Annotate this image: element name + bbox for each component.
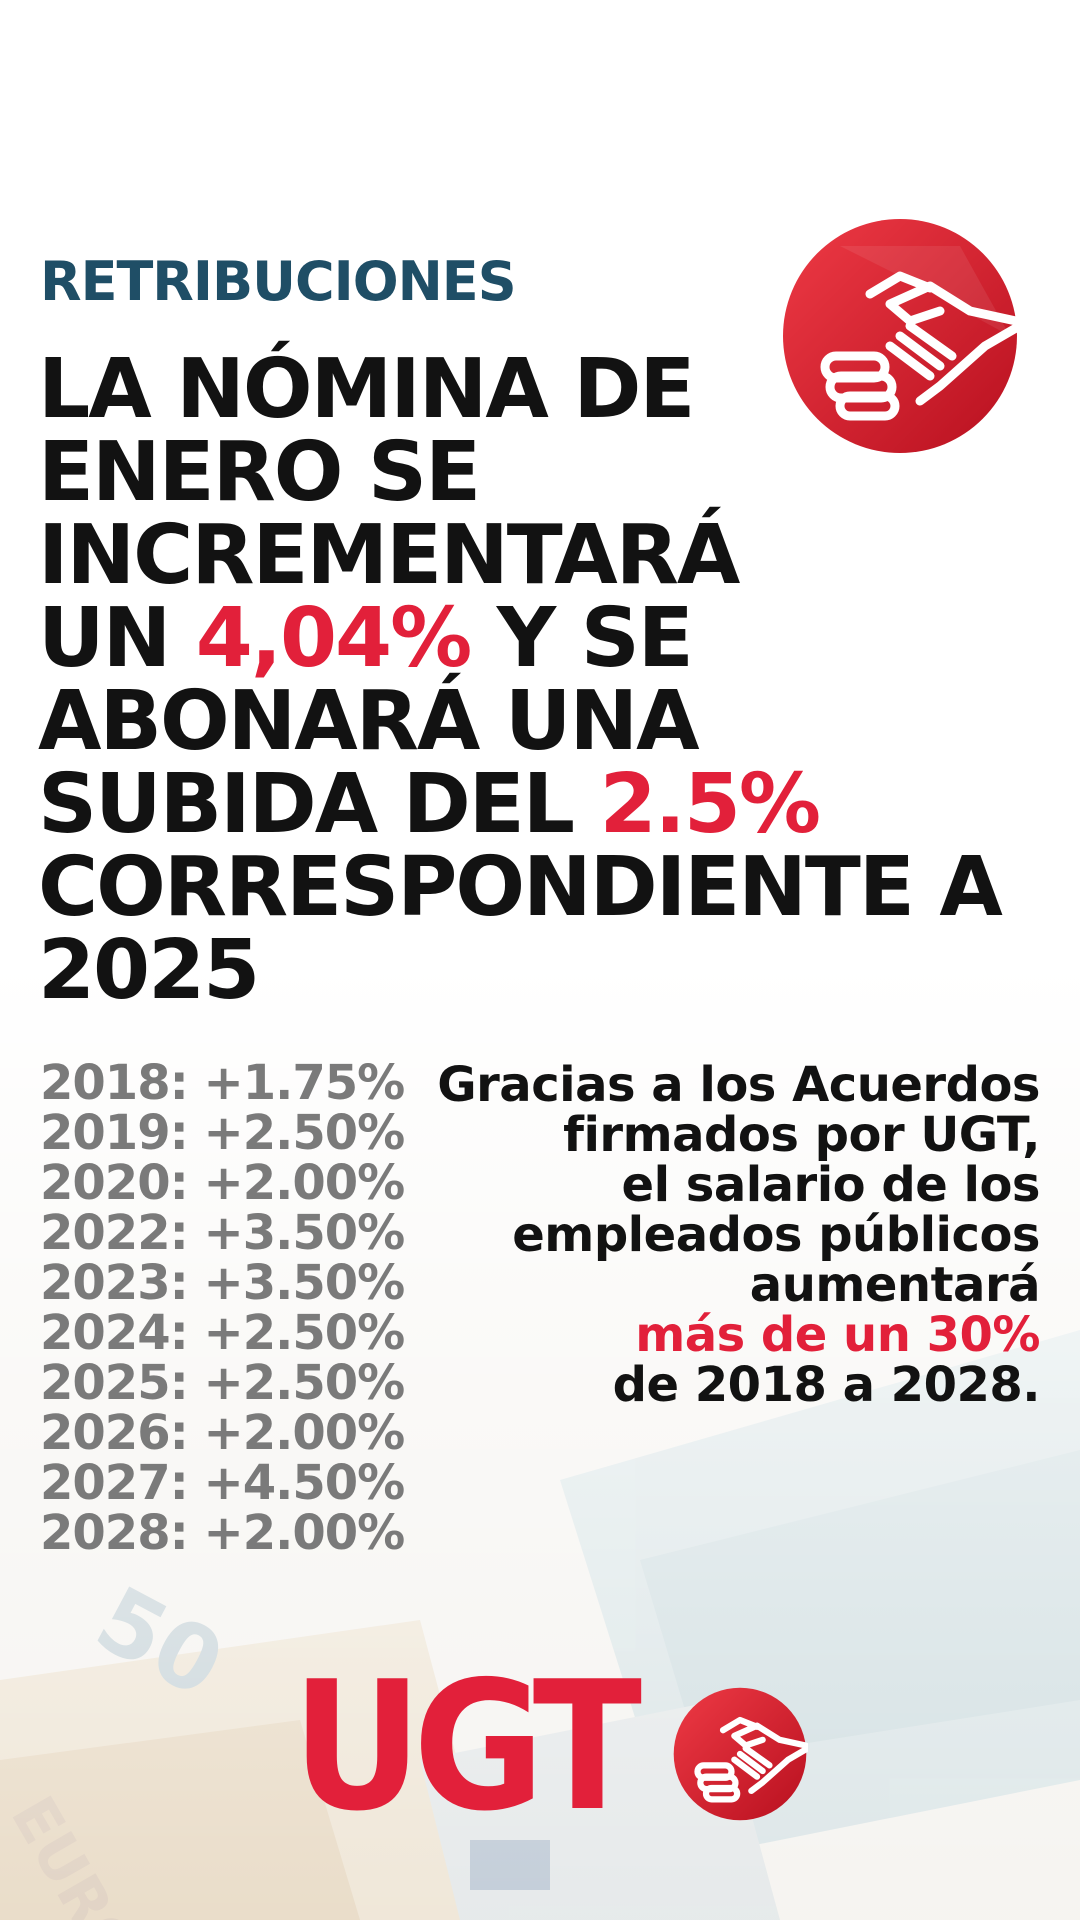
increase-highlight: 4,04% [195,591,472,686]
headline-line: SUBIDA DEL 2.5% [38,763,1048,846]
note-highlight: más de un 30% [635,1307,1040,1363]
headline-text: UN [38,591,196,686]
ugt-logo-text: UGT [292,1643,642,1850]
section-title: RETRIBUCIONES [40,250,517,313]
rate-item: 2025: +2.50% [40,1355,405,1411]
headline-line: ABONARÁ UNA [38,674,700,769]
headline-line: INCREMENTARÁ [38,508,740,603]
raise-highlight: 2.5% [599,757,821,852]
headline-text: Y SE [470,591,694,686]
note-line: de 2018 a 2028. [612,1357,1041,1413]
yearly-rates-list: 2018: +1.75% 2019: +2.50% 2020: +2.00% 2… [40,1055,405,1561]
headline-line: 2025 [38,923,260,1018]
handshake-icon [673,1687,808,1821]
rate-item: 2022: +3.50% [40,1205,405,1261]
rate-item: 2018: +1.75% [40,1055,405,1111]
rate-item: 2027: +4.50% [40,1455,405,1511]
handshake-icon [783,219,1020,453]
headline-text: SUBIDA DEL [38,757,600,852]
rate-item: 2023: +3.50% [40,1255,405,1311]
ugt-logo: UGT [292,1658,812,1836]
headline-line: UN 4,04% Y SE [38,597,1048,680]
headline-line: LA NÓMINA DE [38,342,695,437]
note-line: empleados públicos [512,1207,1040,1263]
rate-item: 2024: +2.50% [40,1305,405,1361]
headline: LA NÓMINA DE ENERO SE INCREMENTARÁ UN 4,… [38,348,1048,1012]
rate-item: 2026: +2.00% [40,1405,405,1461]
rate-item: 2028: +2.00% [40,1505,405,1561]
rate-item: 2020: +2.00% [40,1155,405,1211]
note-line: Gracias a los Acuerdos [437,1057,1040,1113]
headline-line: CORRESPONDIENTE A [38,840,1003,935]
rate-item: 2019: +2.50% [40,1105,405,1161]
note-line: el salario de los [621,1157,1041,1213]
note-line: firmados por UGT, [563,1107,1040,1163]
note-line: aumentará [749,1257,1041,1313]
svg-text:50: 50 [80,1567,240,1719]
agreement-note: Gracias a los Acuerdos firmados por UGT,… [420,1060,1040,1410]
headline-line: ENERO SE [38,425,481,520]
svg-text:EURO: EURO [0,1785,151,1920]
